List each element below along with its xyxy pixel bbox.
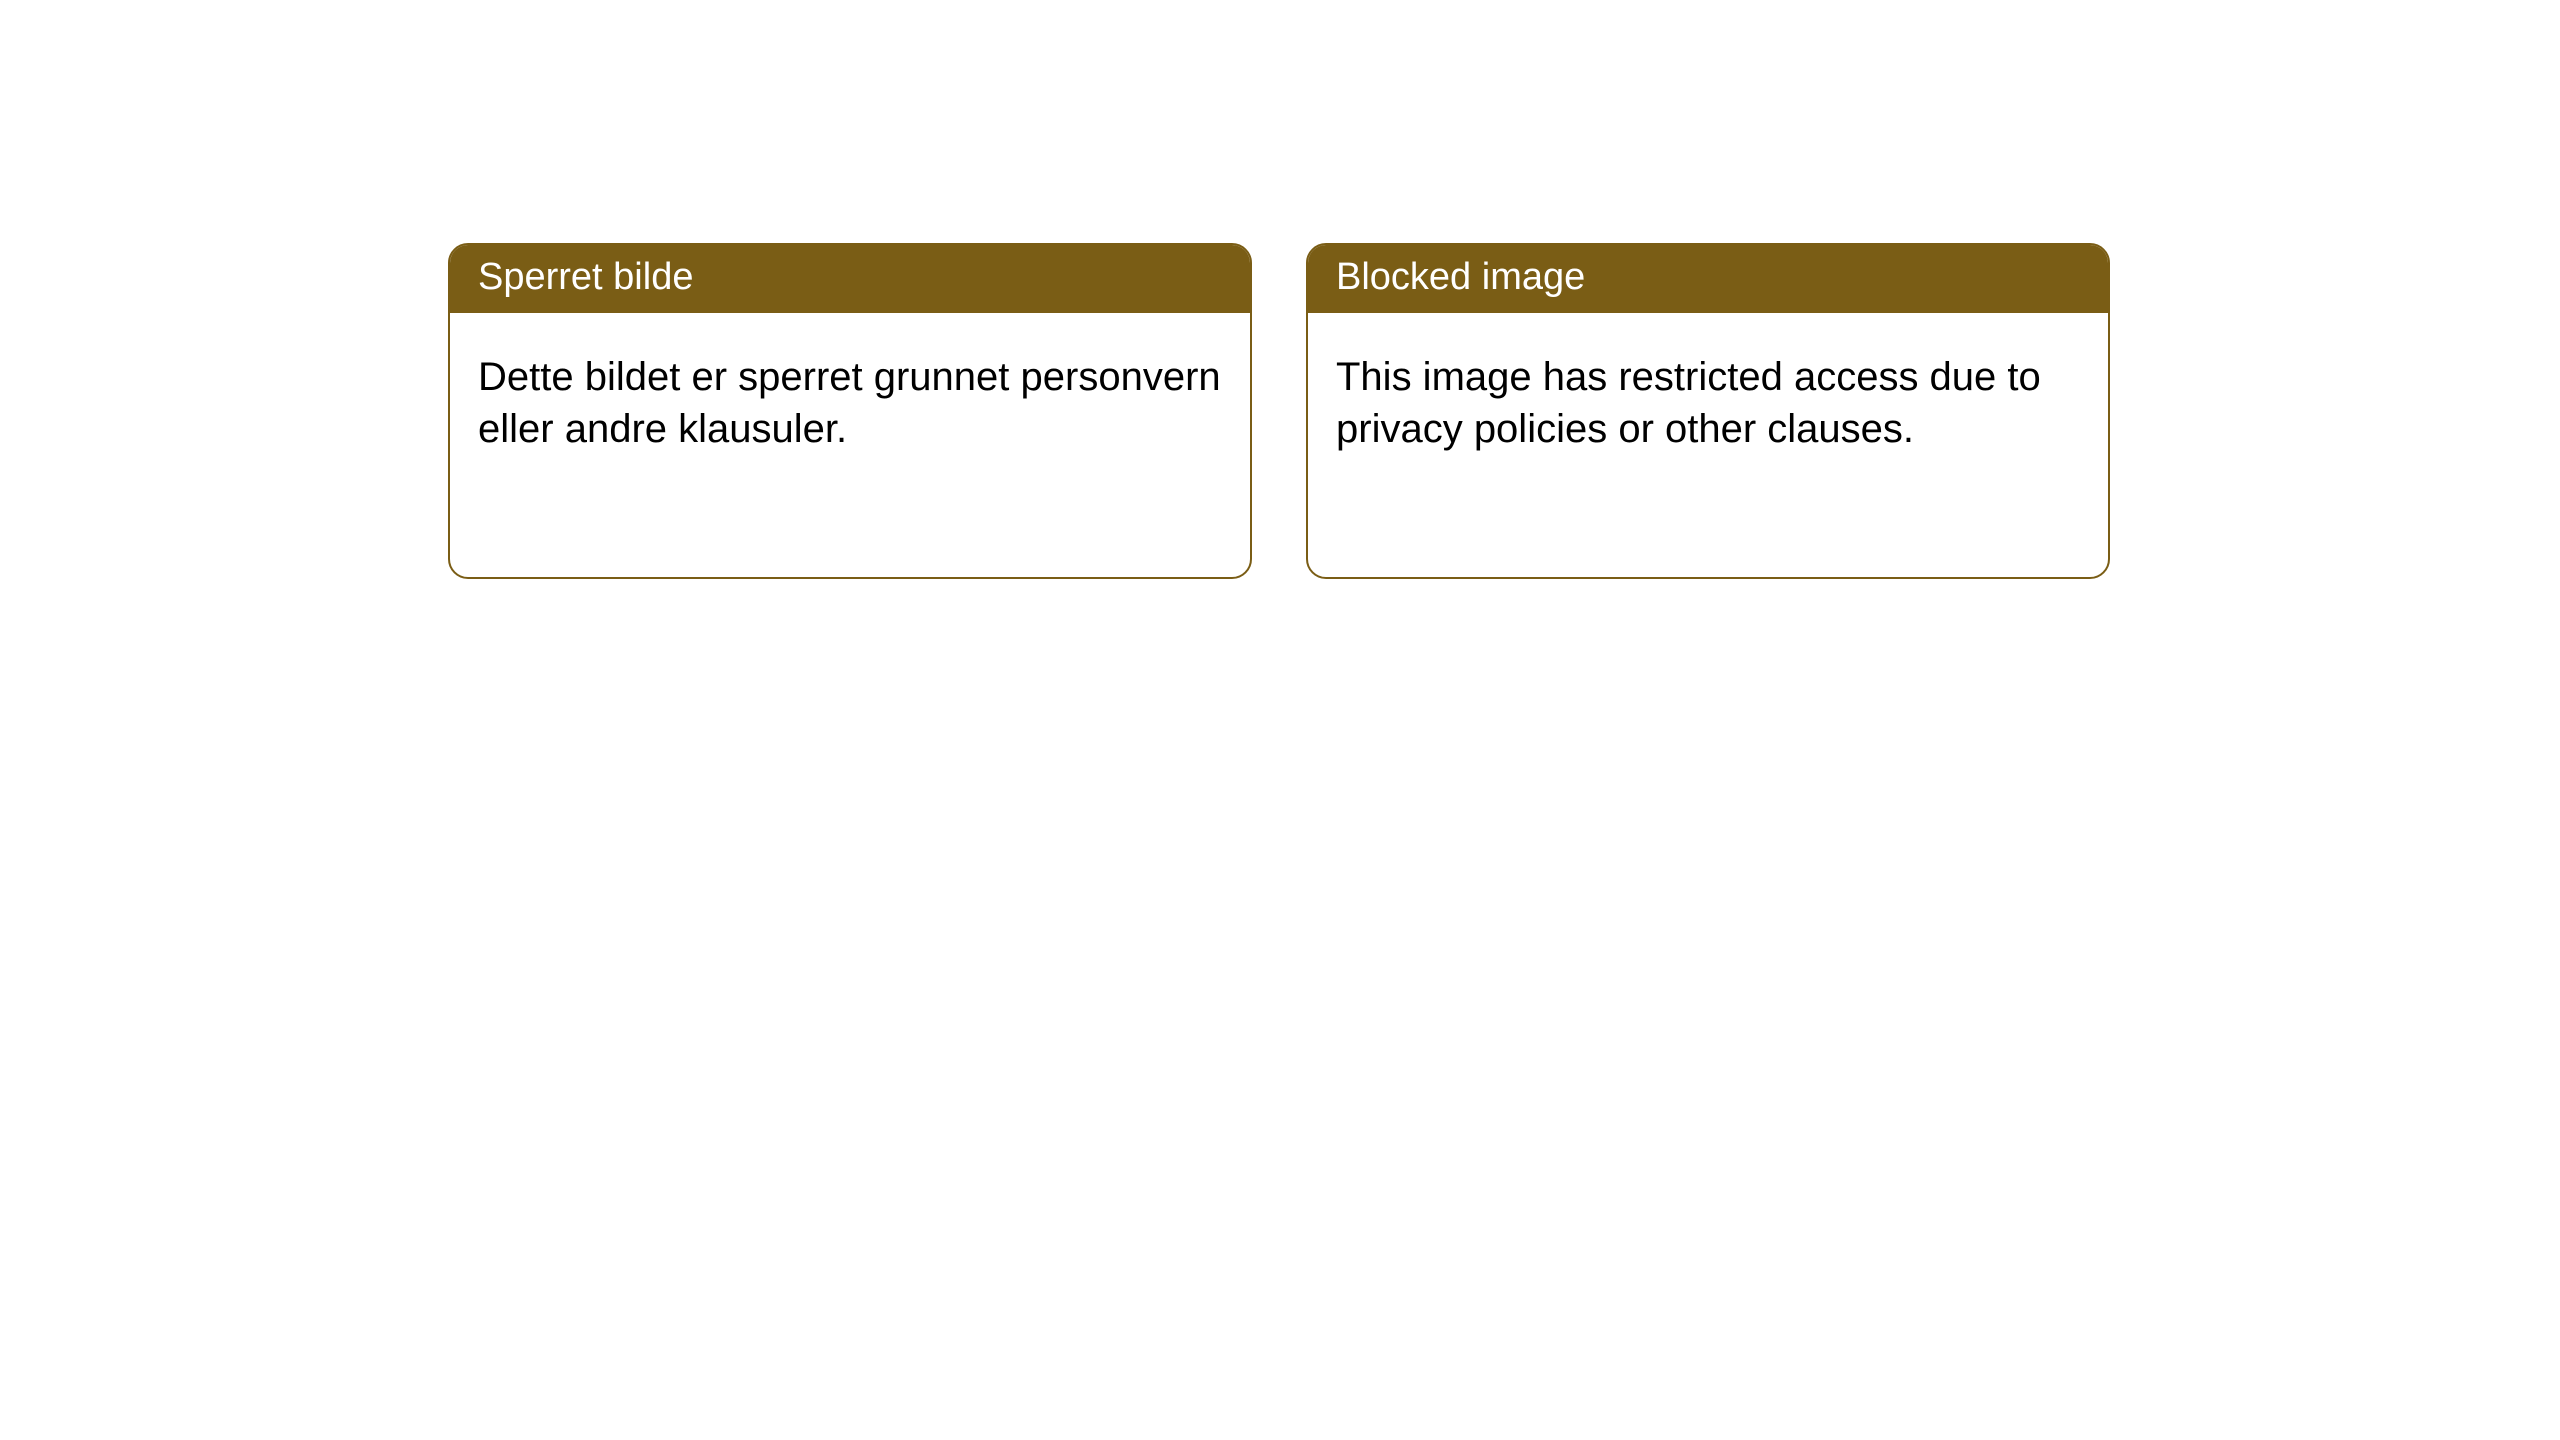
card-title: Blocked image [1336,256,1585,298]
card-body: This image has restricted access due to … [1308,313,2108,493]
card-header: Sperret bilde [450,245,1250,313]
blocked-image-card-nb: Sperret bilde Dette bildet er sperret gr… [448,243,1252,579]
card-body-text: Dette bildet er sperret grunnet personve… [478,355,1221,451]
card-title: Sperret bilde [478,256,693,298]
card-header: Blocked image [1308,245,2108,313]
card-body: Dette bildet er sperret grunnet personve… [450,313,1250,493]
cards-container: Sperret bilde Dette bildet er sperret gr… [0,0,2560,579]
card-body-text: This image has restricted access due to … [1336,355,2041,451]
blocked-image-card-en: Blocked image This image has restricted … [1306,243,2110,579]
